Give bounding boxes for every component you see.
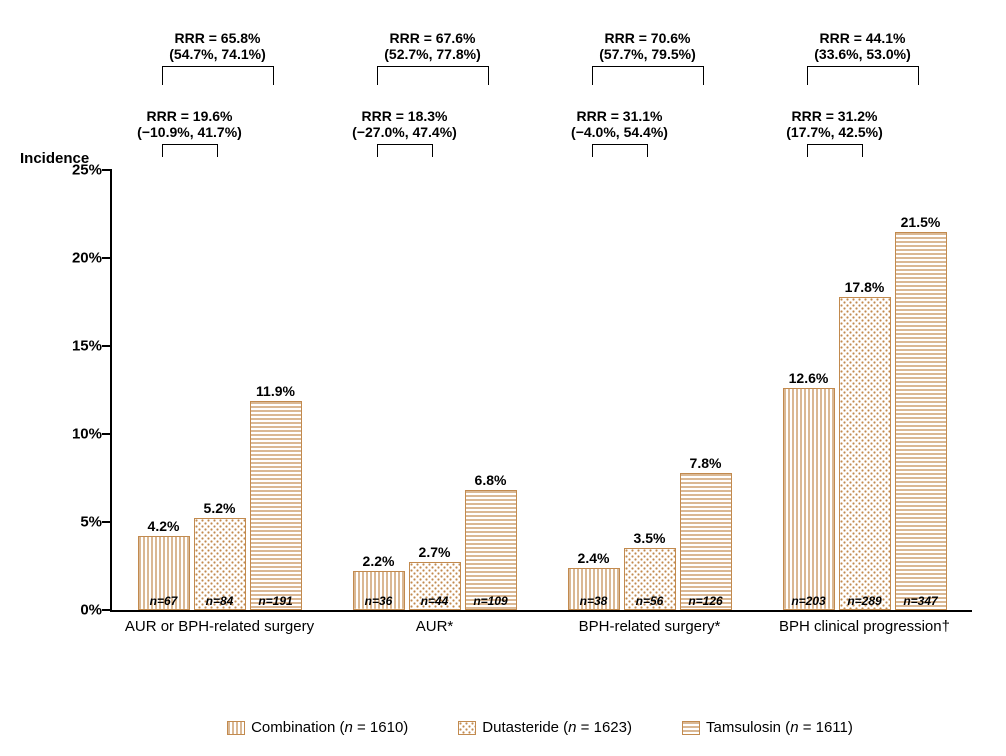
y-tick: [102, 169, 112, 171]
bar-group: 4.2%n=675.2%n=8411.9%n=191AUR or BPH-rel…: [138, 170, 302, 610]
y-tick-label: 15%: [57, 338, 102, 355]
bar-value-label: 17.8%: [835, 279, 895, 295]
legend: Combination (n = 1610) Dutasteride (n = 1…: [110, 719, 970, 736]
rrr-inner-annotation: RRR = 19.6%(−10.9%, 41.7%): [122, 108, 258, 157]
rrr-top-annotation: RRR = 65.8%(54.7%, 74.1%): [152, 30, 284, 85]
bar-n-label: n=44: [409, 594, 461, 608]
bar-value-label: 2.4%: [564, 550, 624, 566]
bar-n-label: n=191: [250, 594, 302, 608]
x-axis-label: BPH-related surgery*: [538, 610, 762, 635]
bar-value-label: 11.9%: [246, 383, 306, 399]
bar-n-label: n=67: [138, 594, 190, 608]
bar-combination: [783, 388, 835, 610]
rrr-inner-ci: (−27.0%, 47.4%): [337, 124, 473, 140]
rrr-top-text: RRR = 67.6%: [367, 30, 499, 46]
bar-value-label: 21.5%: [891, 214, 951, 230]
bar-group: 12.6%n=20317.8%n=28921.5%n=347BPH clinic…: [783, 170, 947, 610]
legend-swatch: [682, 721, 700, 735]
rrr-top-annotation: RRR = 67.6%(52.7%, 77.8%): [367, 30, 499, 85]
y-tick: [102, 345, 112, 347]
y-tick-label: 5%: [57, 514, 102, 531]
rrr-inner-ci: (−10.9%, 41.7%): [122, 124, 258, 140]
x-axis-label: BPH clinical progression†: [753, 610, 977, 635]
rrr-inner-annotation: RRR = 31.2%(17.7%, 42.5%): [767, 108, 903, 157]
bar-value-label: 12.6%: [779, 370, 839, 386]
y-tick-label: 20%: [57, 250, 102, 267]
bar-n-label: n=126: [680, 594, 732, 608]
bar-value-label: 6.8%: [461, 472, 521, 488]
legend-item-combination: Combination (n = 1610): [227, 719, 408, 736]
bar-n-label: n=56: [624, 594, 676, 608]
x-axis-label: AUR*: [323, 610, 547, 635]
bar-tamsulosin: [895, 232, 947, 610]
bar-tamsulosin: [465, 490, 517, 610]
y-tick: [102, 433, 112, 435]
y-tick-label: 25%: [57, 162, 102, 179]
rrr-inner-annotation: RRR = 18.3%(−27.0%, 47.4%): [337, 108, 473, 157]
legend-item-dutasteride: Dutasteride (n = 1623): [458, 719, 632, 736]
legend-label: Tamsulosin (n = 1611): [706, 719, 853, 736]
rrr-inner-ci: (17.7%, 42.5%): [767, 124, 903, 140]
bar-n-label: n=38: [568, 594, 620, 608]
bar-n-label: n=109: [465, 594, 517, 608]
rrr-inner-ci: (−4.0%, 54.4%): [552, 124, 688, 140]
rrr-top-text: RRR = 44.1%: [797, 30, 929, 46]
bar-n-label: n=36: [353, 594, 405, 608]
bar-n-label: n=84: [194, 594, 246, 608]
rrr-inner-text: RRR = 31.1%: [552, 108, 688, 124]
legend-item-tamsulosin: Tamsulosin (n = 1611): [682, 719, 853, 736]
bar-value-label: 3.5%: [620, 530, 680, 546]
bar-value-label: 4.2%: [134, 518, 194, 534]
chart-container: Incidence RRR = 19.6%(−10.9%, 41.7%)RRR …: [20, 20, 986, 736]
bar-n-label: n=289: [839, 594, 891, 608]
bar-value-label: 5.2%: [190, 500, 250, 516]
rrr-top-text: RRR = 65.8%: [152, 30, 284, 46]
rrr-top-ci: (52.7%, 77.8%): [367, 46, 499, 62]
y-tick-label: 0%: [57, 602, 102, 619]
legend-label: Dutasteride (n = 1623): [482, 719, 632, 736]
bar-group: 2.2%n=362.7%n=446.8%n=109AUR*: [353, 170, 517, 610]
bar-tamsulosin: [250, 401, 302, 610]
bar-group: 2.4%n=383.5%n=567.8%n=126BPH-related sur…: [568, 170, 732, 610]
rrr-top-ci: (33.6%, 53.0%): [797, 46, 929, 62]
bar-value-label: 7.8%: [676, 455, 736, 471]
rrr-top-ci: (54.7%, 74.1%): [152, 46, 284, 62]
x-axis-label: AUR or BPH-related surgery: [108, 610, 332, 635]
y-tick: [102, 257, 112, 259]
bar-value-label: 2.7%: [405, 544, 465, 560]
rrr-top-ci: (57.7%, 79.5%): [582, 46, 714, 62]
bar-dutasteride: [839, 297, 891, 610]
rrr-inner-text: RRR = 19.6%: [122, 108, 258, 124]
legend-label: Combination (n = 1610): [251, 719, 408, 736]
bar-tamsulosin: [680, 473, 732, 610]
bar-n-label: n=347: [895, 594, 947, 608]
y-tick-label: 10%: [57, 426, 102, 443]
rrr-inner-annotation: RRR = 31.1%(−4.0%, 54.4%): [552, 108, 688, 157]
rrr-top-annotation: RRR = 70.6%(57.7%, 79.5%): [582, 30, 714, 85]
plot-area: 0%5%10%15%20%25%4.2%n=675.2%n=8411.9%n=1…: [110, 170, 972, 612]
rrr-top-annotation: RRR = 44.1%(33.6%, 53.0%): [797, 30, 929, 85]
rrr-top-text: RRR = 70.6%: [582, 30, 714, 46]
rrr-inner-text: RRR = 31.2%: [767, 108, 903, 124]
legend-swatch: [458, 721, 476, 735]
legend-swatch: [227, 721, 245, 735]
rrr-inner-text: RRR = 18.3%: [337, 108, 473, 124]
y-tick: [102, 521, 112, 523]
bar-value-label: 2.2%: [349, 553, 409, 569]
bar-n-label: n=203: [783, 594, 835, 608]
